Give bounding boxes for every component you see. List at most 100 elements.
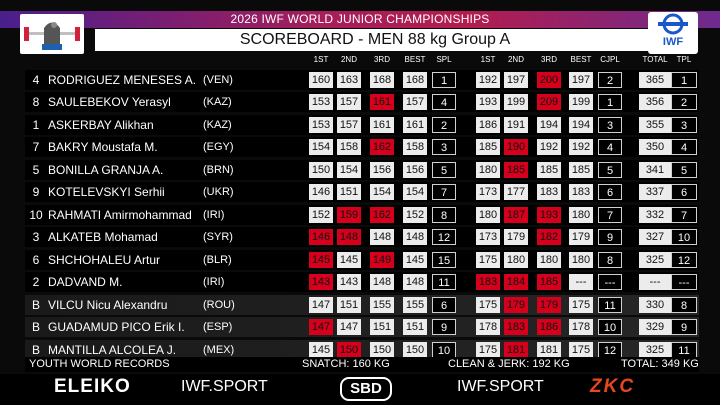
snatch-attempt-3: 151: [370, 319, 394, 335]
total-place: 2: [671, 94, 697, 110]
clean-jerk-record: CLEAN & JERK: 192 KG: [448, 358, 570, 370]
total-result: 341: [639, 162, 671, 178]
total-place: 5: [671, 162, 697, 178]
row-background: [25, 115, 699, 135]
column-header: BEST: [570, 55, 592, 64]
snatch-best: 154: [403, 184, 427, 200]
snatch-best: 156: [403, 162, 427, 178]
snatch-best: 152: [403, 207, 427, 223]
table-row: 4 RODRIGUEZ MENESES A. (VEN) 160 163 168 168 1 1…: [25, 70, 699, 90]
column-header: 1ST: [480, 55, 496, 64]
total-place: 6: [671, 184, 697, 200]
lot-number: 9: [32, 185, 40, 199]
snatch-attempt-3: 148: [370, 274, 394, 290]
sponsor-sbd: SBD: [340, 377, 392, 401]
row-background: [25, 92, 699, 112]
athlete-name: VILCU Nicu Alexandru: [48, 298, 168, 312]
snatch-attempt-1: 154: [309, 139, 333, 155]
total-place: 9: [671, 319, 697, 335]
lot-number: B: [31, 320, 40, 334]
snatch-attempt-1: 147: [309, 319, 333, 335]
snatch-attempt-2: 147: [337, 319, 361, 335]
athlete-name: ASKERBAY Alikhan: [48, 118, 154, 132]
clean-jerk-attempt-2: 180: [504, 252, 528, 268]
table-row: 2 DADVAND M. (IRI) 143 143 148 148 11 183 184 185-…: [25, 272, 699, 292]
total-result: 325: [639, 342, 671, 358]
athlete-nation: (ESP): [203, 321, 233, 333]
athlete-nation: (IRI): [203, 209, 225, 221]
row-background: [25, 70, 699, 90]
clean-jerk-best: 183: [569, 184, 593, 200]
snatch-attempt-3: 148: [370, 229, 394, 245]
total-result: 337: [639, 184, 671, 200]
clean-jerk-attempt-2: 190: [504, 139, 528, 155]
snatch-best: 157: [403, 94, 427, 110]
clean-jerk-attempt-1: 180: [476, 162, 500, 178]
column-header: 2ND: [340, 55, 357, 64]
row-background: [25, 227, 699, 247]
row-background: [25, 340, 699, 360]
row-background: [25, 317, 699, 337]
snatch-best: 148: [403, 229, 427, 245]
snatch-place: 3: [432, 139, 456, 155]
clean-jerk-attempt-1: 183: [476, 274, 500, 290]
snatch-place: 2: [432, 117, 456, 133]
clean-jerk-attempt-3: 180: [537, 252, 561, 268]
total-place: 3: [671, 117, 697, 133]
snatch-place: 9: [432, 319, 456, 335]
snatch-record: SNATCH: 160 KG: [302, 358, 390, 370]
snatch-place: 10: [432, 342, 456, 358]
total-place: 11: [671, 342, 697, 358]
sponsor-iwf-sport-2: IWF.SPORT: [457, 378, 544, 395]
lot-number: 5: [32, 163, 40, 177]
total-result: 330: [639, 297, 671, 313]
snatch-attempt-2: 157: [337, 117, 361, 133]
clean-jerk-best: 199: [569, 94, 593, 110]
clean-jerk-best: 194: [569, 117, 593, 133]
clean-jerk-best: 179: [569, 229, 593, 245]
athlete-name: BONILLA GRANJA A.: [48, 163, 164, 177]
athlete-name: DADVAND M.: [48, 275, 123, 289]
row-background: [25, 137, 699, 157]
athlete-nation: (IRI): [203, 276, 225, 288]
clean-jerk-attempt-3: 182: [537, 229, 561, 245]
clean-jerk-attempt-3: 183: [537, 184, 561, 200]
clean-jerk-place: 6: [598, 184, 622, 200]
lot-number: B: [31, 298, 40, 312]
clean-jerk-best: 192: [569, 139, 593, 155]
snatch-best: 148: [403, 274, 427, 290]
iwf-logo-text: IWF: [662, 36, 684, 48]
snatch-attempt-2: 150: [337, 342, 361, 358]
clean-jerk-attempt-3: 181: [537, 342, 561, 358]
total-result: 356: [639, 94, 671, 110]
snatch-attempt-1: 143: [309, 274, 333, 290]
clean-jerk-attempt-1: 175: [476, 342, 500, 358]
snatch-place: 12: [432, 229, 456, 245]
clean-jerk-place: 3: [598, 117, 622, 133]
snatch-attempt-2: 158: [337, 139, 361, 155]
column-header: CJPL: [600, 55, 620, 64]
total-result: 350: [639, 139, 671, 155]
clean-jerk-attempt-2: 197: [504, 72, 528, 88]
snatch-attempt-2: 143: [337, 274, 361, 290]
row-background: [25, 160, 699, 180]
column-header: SPL: [436, 55, 452, 64]
snatch-attempt-2: 151: [337, 297, 361, 313]
table-row: 10 RAHMATI Amirmohammad (IRI) 152 159 162 152 8…: [25, 205, 699, 225]
row-background: [25, 295, 699, 315]
athlete-name: ALKATEB Mohamad: [48, 230, 158, 244]
snatch-place: 11: [432, 274, 456, 290]
snatch-place: 5: [432, 162, 456, 178]
row-background: [25, 182, 699, 202]
lot-number: B: [31, 343, 40, 357]
championship-title: 2026 IWF WORLD JUNIOR CHAMPIONSHIPS: [230, 12, 490, 26]
snatch-attempt-3: 149: [370, 252, 394, 268]
snatch-attempt-3: 162: [370, 139, 394, 155]
snatch-attempt-1: 152: [309, 207, 333, 223]
athlete-nation: (KAZ): [203, 96, 232, 108]
column-header: TPL: [676, 55, 692, 64]
clean-jerk-attempt-2: 187: [504, 207, 528, 223]
championship-banner: [0, 11, 720, 28]
total-result: 365: [639, 72, 671, 88]
snatch-attempt-1: 153: [309, 117, 333, 133]
